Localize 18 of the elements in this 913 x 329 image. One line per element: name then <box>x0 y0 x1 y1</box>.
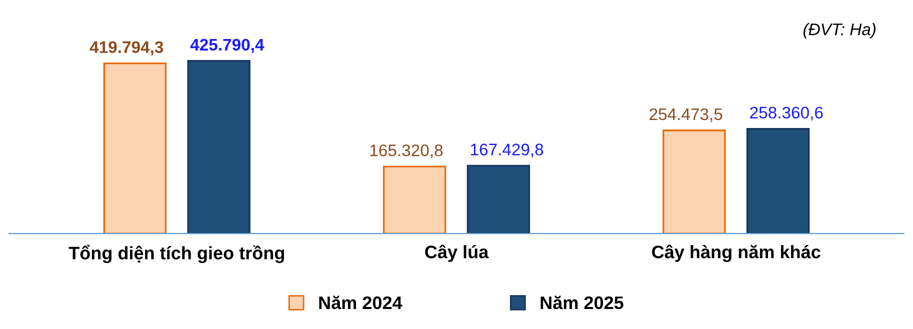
x-tick-label: Cây lúa <box>425 244 489 262</box>
x-tick-label: Cây hàng năm khác <box>652 244 820 262</box>
bar <box>662 130 726 234</box>
data-label: 254.473,5 <box>650 108 722 122</box>
data-label: 165.320,8 <box>370 144 443 158</box>
bar <box>466 164 530 234</box>
text: (ĐVT: Ha) <box>803 23 876 39</box>
data-label: 419.794,3 <box>90 41 164 56</box>
bar <box>746 128 810 234</box>
legend-label: Năm 2024 <box>319 296 402 310</box>
bar <box>103 62 167 234</box>
data-label: 258.360,6 <box>750 106 823 121</box>
x-tick-label: Tổng diện tích gieo trồng <box>68 244 284 264</box>
data-label: 167.429,8 <box>470 144 544 158</box>
legend-label: Năm 2025 <box>540 296 624 310</box>
bar <box>187 60 250 234</box>
data-label: 425.790,4 <box>190 38 264 54</box>
bar <box>382 166 446 234</box>
